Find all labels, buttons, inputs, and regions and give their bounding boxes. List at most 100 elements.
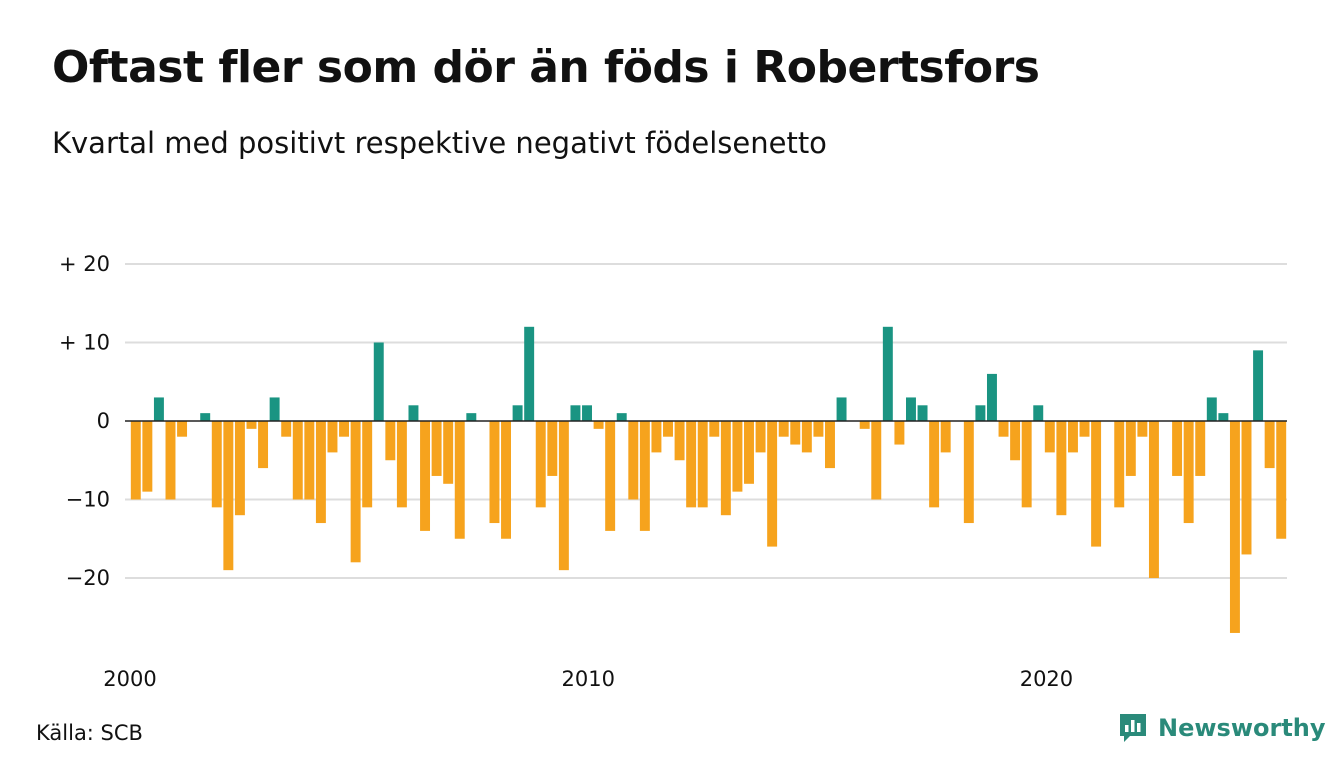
bar-49	[697, 421, 708, 508]
bar-6	[200, 413, 211, 421]
y-tick-label-2: 0	[97, 409, 110, 433]
bar-28	[454, 421, 465, 539]
bar-58	[801, 421, 812, 453]
bar-59	[813, 421, 824, 437]
bar-93	[1206, 397, 1217, 421]
bar-64	[871, 421, 882, 500]
newsworthy-brand[interactable]: Newsworthy	[1118, 712, 1326, 744]
bar-79	[1044, 421, 1055, 453]
bar-24	[408, 405, 419, 421]
bar-3	[165, 421, 176, 500]
bar-29	[466, 413, 477, 421]
bar-45	[651, 421, 662, 453]
bar-20	[362, 421, 373, 508]
source-note: Källa: SCB	[36, 721, 143, 745]
bar-74	[986, 373, 997, 421]
bar-34	[524, 326, 535, 421]
bar-39	[582, 405, 592, 421]
bar-25	[420, 421, 431, 531]
bar-88	[1148, 421, 1159, 578]
bar-69	[929, 421, 940, 508]
bar-33	[512, 405, 523, 421]
bar-47	[674, 421, 685, 461]
bar-56	[778, 421, 789, 437]
chart-subtitle: Kvartal med positivt respektive negativt…	[52, 126, 827, 160]
bar-35	[535, 421, 546, 508]
bar-52	[732, 421, 743, 492]
bar-27	[443, 421, 454, 484]
bar-50	[709, 421, 720, 437]
y-tick-label-4: −20	[66, 566, 110, 590]
bar-44	[639, 421, 650, 531]
bar-61	[836, 397, 847, 421]
bar-42	[616, 413, 627, 421]
bar-96	[1241, 421, 1252, 555]
bar-38	[570, 405, 581, 421]
bar-9	[234, 421, 245, 516]
x-tick-label-0: 2000	[103, 667, 156, 691]
bar-17	[327, 421, 338, 453]
bar-37	[558, 421, 569, 571]
bar-21	[373, 342, 384, 421]
bar-86	[1125, 421, 1136, 476]
y-tick-label-0: + 20	[59, 252, 110, 276]
bar-55	[767, 421, 778, 547]
bar-66	[894, 421, 905, 445]
y-tick-label-3: −10	[66, 488, 110, 512]
bar-31	[489, 421, 500, 524]
bar-43	[628, 421, 639, 500]
bar-98	[1264, 421, 1275, 469]
bar-76	[1010, 421, 1021, 461]
bar-75	[998, 421, 1009, 437]
bar-63	[859, 421, 870, 429]
x-tick-label-2: 2020	[1020, 667, 1073, 691]
bar-57	[790, 421, 801, 445]
bar-65	[882, 326, 893, 421]
bar-40	[593, 421, 604, 429]
bar-12	[269, 397, 280, 421]
bar-8	[223, 421, 234, 571]
bar-68	[917, 405, 928, 421]
bar-97	[1253, 350, 1264, 421]
bar-95	[1229, 421, 1240, 633]
bar-51	[720, 421, 731, 516]
bar-91	[1183, 421, 1194, 524]
bar-53	[744, 421, 754, 484]
bar-78	[1033, 405, 1044, 421]
bar-15	[304, 421, 315, 500]
bar-0	[130, 421, 141, 500]
bar-11	[258, 421, 269, 469]
bar-32	[501, 421, 511, 539]
bar-4	[177, 421, 188, 437]
y-tick-label-1: + 10	[59, 331, 110, 355]
bar-83	[1091, 421, 1102, 547]
bar-13	[281, 421, 292, 437]
bar-60	[825, 421, 835, 469]
bar-14	[292, 421, 303, 500]
bar-77	[1021, 421, 1032, 508]
bar-85	[1114, 421, 1125, 508]
bar-10	[246, 421, 257, 429]
brand-name: Newsworthy	[1158, 714, 1326, 742]
bar-46	[663, 421, 673, 437]
bar-1	[142, 421, 153, 492]
bar-92	[1195, 421, 1206, 476]
x-tick-label-1: 2010	[561, 667, 614, 691]
bar-99	[1276, 421, 1287, 539]
bar-81	[1067, 421, 1078, 453]
bar-73	[975, 405, 986, 421]
bar-18	[339, 421, 350, 437]
bar-67	[906, 397, 916, 421]
bar-54	[755, 421, 766, 453]
bar-7	[211, 421, 222, 508]
bar-90	[1172, 421, 1183, 476]
bar-16	[315, 421, 326, 524]
bar-2	[153, 397, 164, 421]
bar-36	[547, 421, 558, 476]
newsworthy-logo-icon	[1120, 714, 1146, 742]
chart-title: Oftast fler som dör än föds i Robertsfor…	[52, 42, 1040, 93]
bar-80	[1056, 421, 1067, 516]
bar-22	[385, 421, 396, 461]
bar-87	[1137, 421, 1148, 437]
